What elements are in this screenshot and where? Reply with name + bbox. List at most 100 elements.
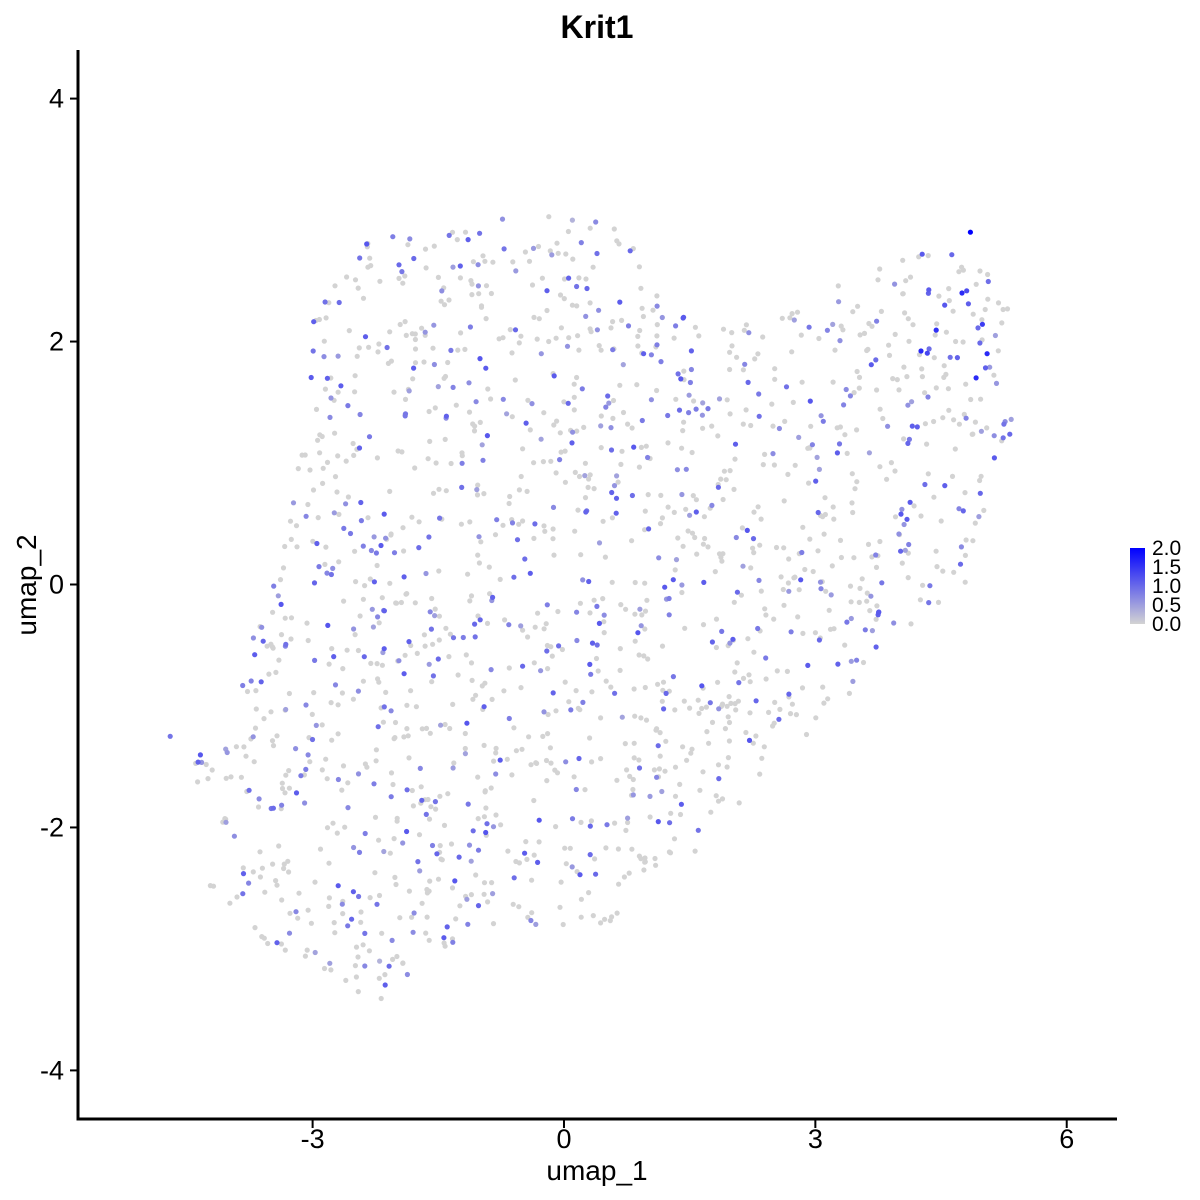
data-point: [785, 471, 791, 477]
data-point: [473, 399, 479, 405]
data-point: [977, 340, 983, 346]
data-point: [408, 688, 414, 694]
data-point: [266, 671, 272, 677]
data-point: [375, 349, 381, 355]
data-point: [705, 406, 711, 412]
data-point: [642, 527, 648, 533]
data-point: [901, 364, 907, 370]
data-point: [448, 841, 455, 847]
data-point: [695, 827, 701, 833]
data-point: [886, 352, 893, 358]
data-point: [569, 440, 575, 446]
data-point: [922, 481, 928, 488]
data-point: [357, 411, 363, 418]
data-point: [525, 397, 531, 403]
data-point: [468, 660, 475, 666]
data-point: [280, 565, 287, 571]
data-point: [626, 870, 632, 876]
data-point: [335, 389, 341, 395]
data-point: [763, 655, 769, 661]
data-point: [357, 255, 363, 261]
data-point: [544, 642, 551, 649]
data-point: [340, 911, 346, 917]
data-point: [654, 387, 660, 394]
data-point: [806, 480, 812, 486]
data-point: [360, 596, 366, 602]
data-point: [498, 822, 504, 828]
data-point: [465, 921, 471, 927]
data-point: [878, 308, 885, 314]
data-point: [920, 582, 926, 588]
data-point: [447, 725, 453, 732]
data-point: [378, 995, 384, 1002]
data-point: [732, 456, 738, 462]
data-point: [844, 450, 850, 456]
data-point: [490, 824, 497, 830]
data-point: [672, 793, 679, 799]
data-point: [731, 599, 737, 605]
data-point: [642, 626, 648, 632]
data-point: [736, 680, 742, 686]
data-point: [700, 769, 706, 775]
data-point: [371, 534, 377, 540]
data-point: [400, 960, 406, 966]
data-point: [933, 548, 939, 554]
data-point: [670, 577, 676, 583]
data-point: [721, 468, 728, 474]
data-point: [951, 417, 957, 423]
data-point: [589, 640, 596, 646]
data-point: [632, 713, 638, 719]
data-point: [636, 652, 642, 658]
data-point: [374, 661, 380, 667]
data-point: [642, 859, 648, 865]
data-point: [941, 363, 947, 369]
data-point: [609, 579, 615, 585]
data-point: [639, 612, 645, 618]
data-point: [307, 467, 313, 473]
data-point: [731, 486, 737, 492]
data-point: [820, 684, 826, 690]
data-point: [877, 266, 883, 272]
data-point: [491, 758, 497, 764]
data-point: [873, 616, 879, 622]
data-point: [481, 742, 487, 749]
data-point: [666, 595, 672, 602]
data-point: [514, 537, 521, 543]
data-point: [404, 702, 410, 708]
data-point: [450, 701, 456, 708]
data-point: [556, 643, 562, 649]
data-point: [956, 269, 962, 275]
data-point: [896, 387, 902, 393]
data-point: [679, 582, 685, 588]
data-point: [826, 607, 832, 613]
data-point: [709, 423, 715, 429]
data-point: [407, 236, 413, 242]
data-point: [252, 652, 258, 658]
data-point: [1004, 306, 1011, 312]
data-point: [925, 253, 931, 259]
data-point: [981, 507, 987, 513]
data-point: [796, 434, 802, 440]
data-point: [342, 824, 348, 830]
data-point: [680, 744, 686, 750]
data-point: [253, 688, 259, 694]
data-point: [608, 425, 614, 431]
data-point: [445, 791, 451, 797]
data-point: [654, 726, 660, 732]
data-point: [604, 822, 610, 828]
data-point: [336, 299, 342, 306]
data-point: [376, 975, 382, 981]
data-point: [793, 712, 800, 718]
data-point: [481, 704, 487, 710]
data-point: [745, 379, 751, 385]
data-point: [270, 609, 276, 615]
data-point: [282, 790, 288, 796]
data-point: [680, 428, 686, 434]
data-point: [369, 606, 375, 612]
data-point: [829, 563, 835, 569]
data-point: [938, 518, 944, 524]
data-point: [464, 720, 470, 726]
data-point: [323, 315, 329, 321]
data-point: [233, 744, 239, 750]
data-point: [419, 797, 425, 803]
